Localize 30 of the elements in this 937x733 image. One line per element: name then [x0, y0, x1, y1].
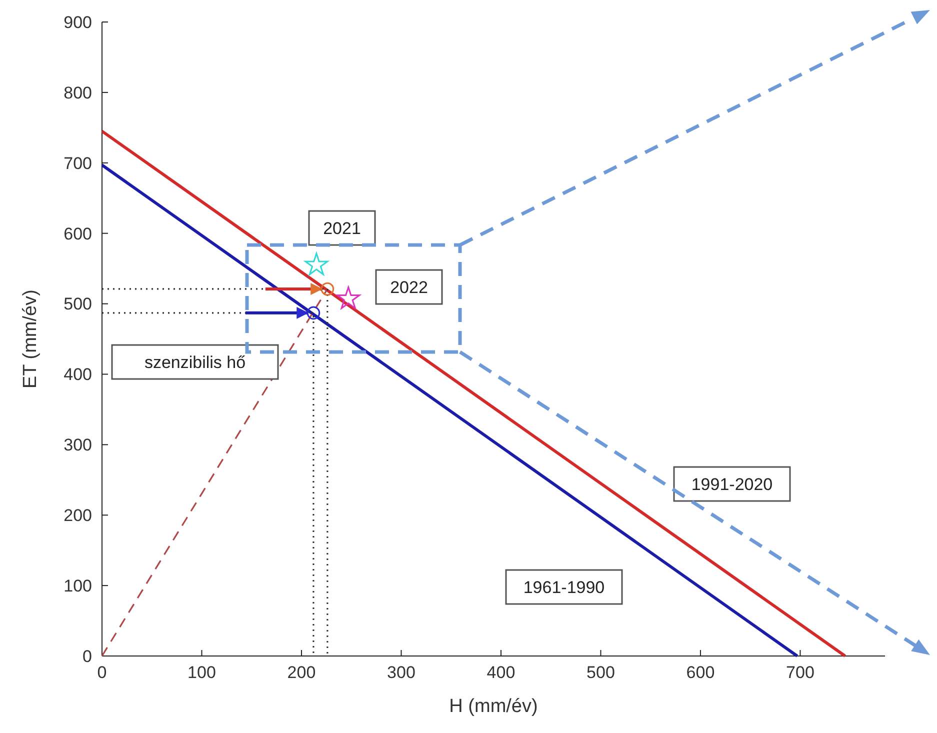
y-tick-label: 600: [64, 224, 92, 244]
x-tick-label: 600: [686, 663, 715, 682]
annotation: 2021: [323, 218, 361, 238]
x-tick-label: 100: [188, 663, 216, 682]
x-tick-label: 700: [786, 663, 814, 682]
x-axis-title: H (mm/év): [449, 696, 538, 717]
y-tick-label: 200: [64, 506, 92, 526]
y-axis-title: ET (mm/év): [20, 290, 41, 388]
x-tick-label: 400: [486, 663, 516, 682]
annotation: 2022: [390, 278, 428, 297]
text-box: szenzibilis hő: [111, 344, 279, 380]
annotation: 1961-1990: [523, 578, 605, 597]
x-tick-label: 300: [387, 663, 416, 682]
annotation: 1991-2020: [691, 474, 773, 494]
y-tick-label: 500: [64, 294, 92, 314]
x-tick-label: 500: [586, 663, 615, 682]
y-tick-label: 100: [64, 576, 92, 596]
y-tick-label: 0: [82, 646, 92, 666]
y-tick-label: 800: [64, 83, 92, 102]
annotation: szenzibilis hő: [144, 352, 246, 372]
text-box: 1991-2020: [673, 466, 791, 502]
text-box: 2022: [375, 269, 443, 305]
y-tick-label: 300: [64, 436, 92, 455]
y-tick-label: 700: [64, 154, 92, 173]
text-box: 2021: [308, 210, 376, 246]
text-box: 1961-1990: [505, 569, 623, 605]
x-tick-label: 200: [287, 663, 316, 682]
y-tick-label: 400: [64, 365, 92, 384]
y-tick-label: 900: [64, 12, 92, 32]
x-tick-label: 0: [97, 663, 107, 682]
